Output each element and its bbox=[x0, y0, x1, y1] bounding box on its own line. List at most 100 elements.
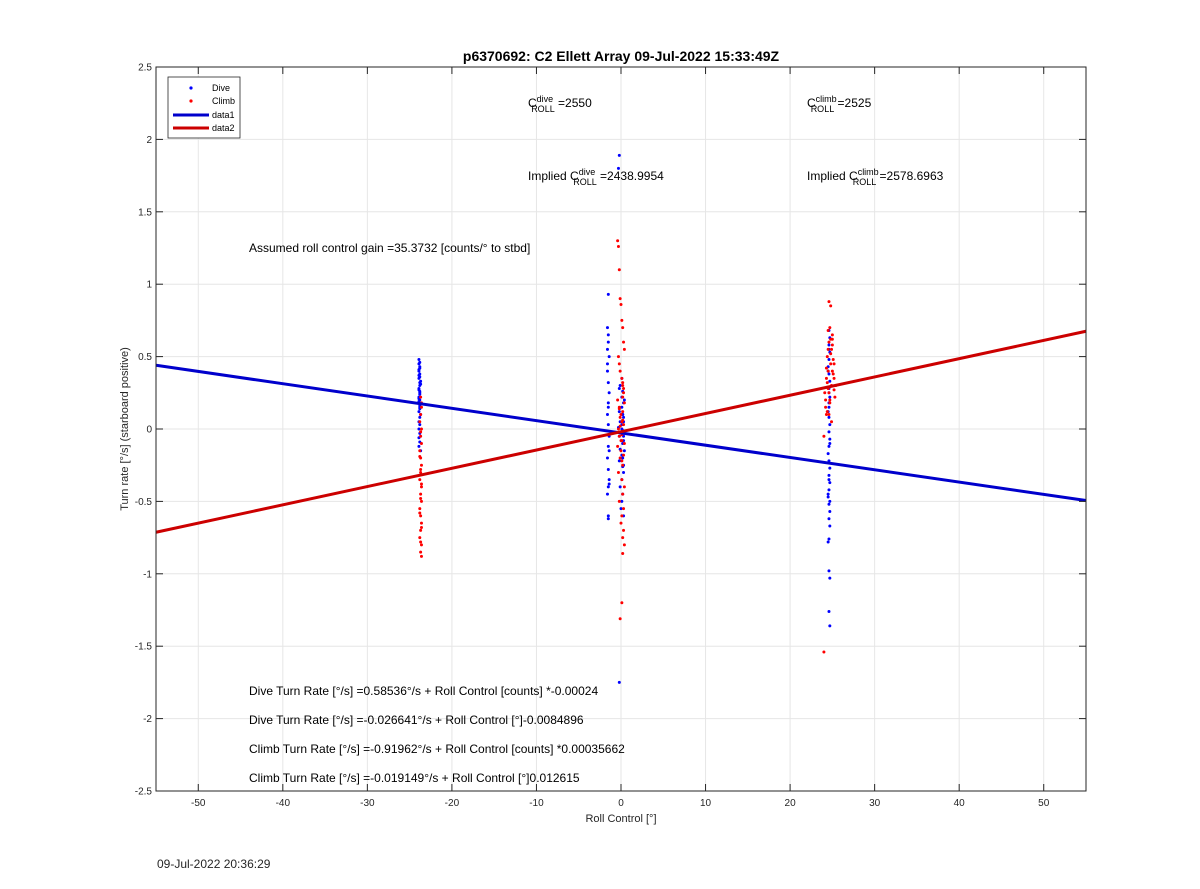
point-climb bbox=[618, 617, 622, 621]
point-dive bbox=[622, 398, 626, 402]
point-climb bbox=[827, 340, 831, 344]
point-climb bbox=[419, 540, 423, 544]
point-dive bbox=[828, 441, 832, 445]
point-climb bbox=[619, 302, 623, 306]
point-climb bbox=[822, 434, 826, 438]
fit-line-data2 bbox=[155, 329, 1087, 534]
x-tick-label: 30 bbox=[869, 798, 881, 809]
x-tick-label: -40 bbox=[276, 798, 291, 809]
point-dive bbox=[828, 510, 832, 514]
x-tick-label: -50 bbox=[191, 798, 206, 809]
point-climb bbox=[830, 420, 834, 424]
point-climb bbox=[830, 343, 834, 347]
point-dive bbox=[417, 444, 421, 448]
point-dive bbox=[826, 492, 830, 496]
legend-label-data2: data2 bbox=[212, 123, 235, 133]
series-layer bbox=[155, 153, 1087, 684]
point-climb bbox=[825, 381, 829, 385]
point-climb bbox=[824, 376, 828, 380]
annotation-c-dive: Cdive ROLL =2550 bbox=[528, 94, 592, 114]
point-dive bbox=[419, 382, 423, 386]
point-dive bbox=[607, 391, 611, 395]
point-climb bbox=[620, 514, 624, 518]
point-climb bbox=[419, 550, 423, 554]
x-tick-label: 40 bbox=[954, 798, 966, 809]
point-climb bbox=[833, 395, 837, 399]
point-dive bbox=[617, 386, 621, 390]
x-tick-label: -20 bbox=[445, 798, 460, 809]
legend-label-data1: data1 bbox=[212, 110, 235, 120]
point-climb bbox=[418, 455, 422, 459]
point-climb bbox=[419, 441, 423, 445]
point-climb bbox=[621, 418, 625, 422]
point-dive bbox=[827, 488, 831, 492]
point-climb bbox=[831, 372, 835, 376]
point-climb bbox=[621, 326, 625, 330]
x-tick-label: 10 bbox=[700, 798, 712, 809]
point-climb bbox=[619, 439, 623, 443]
x-tick-label: -30 bbox=[360, 798, 375, 809]
point-dive bbox=[606, 514, 610, 518]
legend-label-climb: Climb bbox=[212, 96, 235, 106]
point-dive bbox=[622, 470, 626, 474]
point-dive bbox=[618, 384, 622, 388]
point-climb bbox=[827, 413, 831, 417]
point-dive bbox=[827, 444, 831, 448]
legend-marker-dive bbox=[189, 86, 193, 90]
point-climb bbox=[419, 514, 423, 518]
point-dive bbox=[417, 357, 421, 361]
point-climb bbox=[826, 347, 830, 351]
point-climb bbox=[622, 423, 626, 427]
point-climb bbox=[617, 499, 621, 503]
y-tick-label: 2.5 bbox=[138, 63, 152, 74]
ticks: -50 -40 -30 -20 -10 0 10 20 30 40 50-2.5-2-1.5-1-0… bbox=[135, 63, 1086, 809]
series-climb bbox=[418, 239, 838, 654]
point-climb bbox=[622, 441, 626, 445]
y-tick-label: -0.5 bbox=[135, 497, 153, 508]
annotation-implied-dive: Implied Cdive ROLL =2438.9954 bbox=[528, 167, 664, 187]
x-tick-label: 20 bbox=[785, 798, 797, 809]
point-dive bbox=[828, 624, 832, 628]
y-axis-label: Turn rate [°/s] (starboard positive) bbox=[119, 347, 131, 511]
y-tick-label: 2 bbox=[146, 135, 152, 146]
point-dive bbox=[827, 415, 831, 419]
point-dive bbox=[605, 369, 609, 373]
point-dive bbox=[622, 449, 626, 453]
point-dive bbox=[827, 372, 831, 376]
point-climb bbox=[616, 444, 620, 448]
point-climb bbox=[619, 521, 623, 525]
point-climb bbox=[617, 434, 621, 438]
point-climb bbox=[621, 536, 625, 540]
point-dive bbox=[605, 362, 609, 366]
point-climb bbox=[419, 413, 423, 417]
point-climb bbox=[826, 329, 830, 333]
point-dive bbox=[607, 449, 611, 453]
point-climb bbox=[419, 543, 423, 547]
point-dive bbox=[605, 456, 609, 460]
point-climb bbox=[828, 401, 832, 405]
point-climb bbox=[620, 376, 624, 380]
point-climb bbox=[829, 304, 833, 308]
point-climb bbox=[830, 333, 834, 337]
point-dive bbox=[827, 357, 831, 361]
point-climb bbox=[619, 413, 623, 417]
y-tick-label: -1.5 bbox=[135, 642, 153, 653]
point-climb bbox=[621, 463, 625, 467]
point-dive bbox=[827, 478, 831, 482]
point-climb bbox=[618, 369, 622, 373]
point-dive bbox=[617, 153, 621, 157]
point-dive bbox=[827, 343, 831, 347]
point-climb bbox=[621, 552, 625, 556]
point-dive bbox=[606, 517, 610, 521]
point-climb bbox=[621, 381, 625, 385]
point-climb bbox=[622, 347, 626, 351]
point-dive bbox=[827, 502, 831, 506]
point-climb bbox=[621, 384, 625, 388]
point-climb bbox=[831, 357, 835, 361]
point-dive bbox=[620, 499, 624, 503]
point-dive bbox=[620, 405, 624, 409]
point-climb bbox=[622, 401, 626, 405]
point-dive bbox=[616, 166, 620, 170]
point-dive bbox=[418, 423, 422, 427]
point-climb bbox=[418, 511, 422, 515]
